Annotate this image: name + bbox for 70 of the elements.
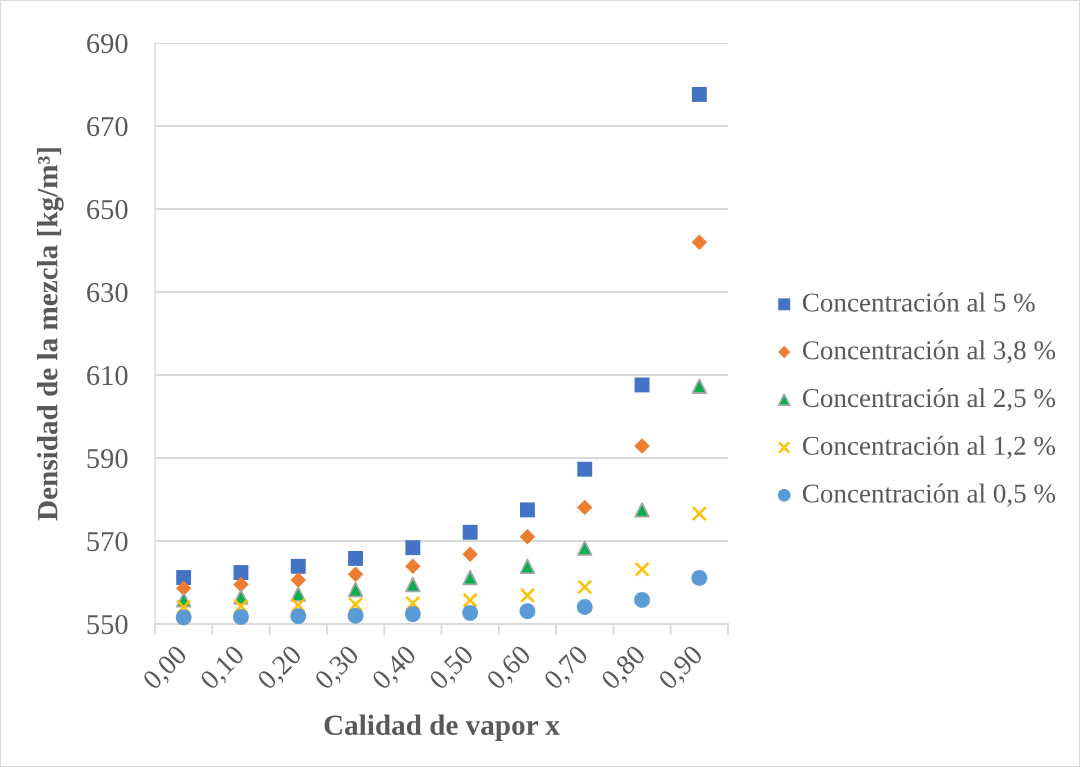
point (233, 576, 249, 593)
point (404, 606, 421, 622)
y-tick-label: 630 (87, 282, 128, 303)
point (577, 499, 593, 516)
point (634, 502, 650, 518)
legend-label: Concentración al 3,8 % (802, 340, 1056, 364)
point (290, 558, 306, 574)
y-axis-title: Densidad de la mezcla [kg/m³] (37, 148, 64, 521)
point (405, 576, 421, 593)
point (691, 570, 708, 586)
x-tick-label: 0,30 (313, 644, 363, 694)
point (175, 609, 192, 626)
point (233, 598, 249, 614)
point (290, 597, 306, 613)
x-axis-title: Calidad de vapor x (324, 714, 560, 741)
point (347, 596, 364, 613)
point (634, 561, 650, 577)
point (462, 524, 478, 540)
point (691, 505, 707, 522)
x-tick-label: 0,90 (657, 644, 707, 694)
x-tick-label: 0,60 (485, 644, 535, 694)
legend-label: Concentración al 2,5 % (802, 388, 1056, 412)
point (576, 599, 593, 615)
x-tick-label: 0,50 (428, 644, 478, 694)
x-tick-label: 0,40 (370, 644, 420, 694)
y-tick-label: 650 (87, 199, 128, 220)
point (577, 461, 593, 477)
x-tick-label: 0,70 (542, 644, 592, 694)
point (290, 608, 307, 625)
point (691, 87, 707, 102)
point (347, 581, 364, 598)
point (519, 587, 536, 604)
x-tick-label: 0,10 (198, 644, 248, 694)
x-tick-label: 0,80 (600, 644, 650, 694)
point (691, 378, 708, 394)
point (347, 566, 364, 582)
point (462, 569, 478, 586)
y-tick-label: 550 (87, 614, 128, 635)
x-tick-label: 0,20 (256, 644, 306, 694)
point (519, 529, 536, 545)
y-tick-label: 690 (87, 33, 128, 54)
point (348, 550, 363, 566)
point (519, 603, 536, 620)
y-tick-label: 670 (87, 116, 128, 137)
point (347, 607, 364, 624)
point (405, 595, 421, 611)
y-tick-label: 570 (87, 531, 128, 552)
legend-label: Concentración al 1,2 % (802, 435, 1056, 459)
point (577, 579, 593, 595)
y-tick-label: 610 (87, 365, 128, 386)
x-tick-label: 0,00 (141, 644, 191, 694)
point (405, 540, 421, 556)
y-tick-label: 590 (87, 448, 128, 469)
point (175, 580, 192, 597)
point (462, 546, 478, 563)
point (462, 592, 478, 608)
point (176, 599, 192, 615)
point (691, 234, 708, 250)
point (634, 438, 650, 454)
legend-label: Concentración al 0,5 % (802, 483, 1056, 507)
point (233, 609, 249, 625)
point (462, 604, 479, 621)
point (634, 592, 650, 608)
point (290, 572, 306, 588)
point (520, 502, 535, 518)
point (577, 540, 593, 556)
legend-label: Concentración al 5 % (802, 292, 1035, 312)
point (519, 558, 536, 574)
point (405, 558, 421, 575)
point (176, 570, 192, 585)
